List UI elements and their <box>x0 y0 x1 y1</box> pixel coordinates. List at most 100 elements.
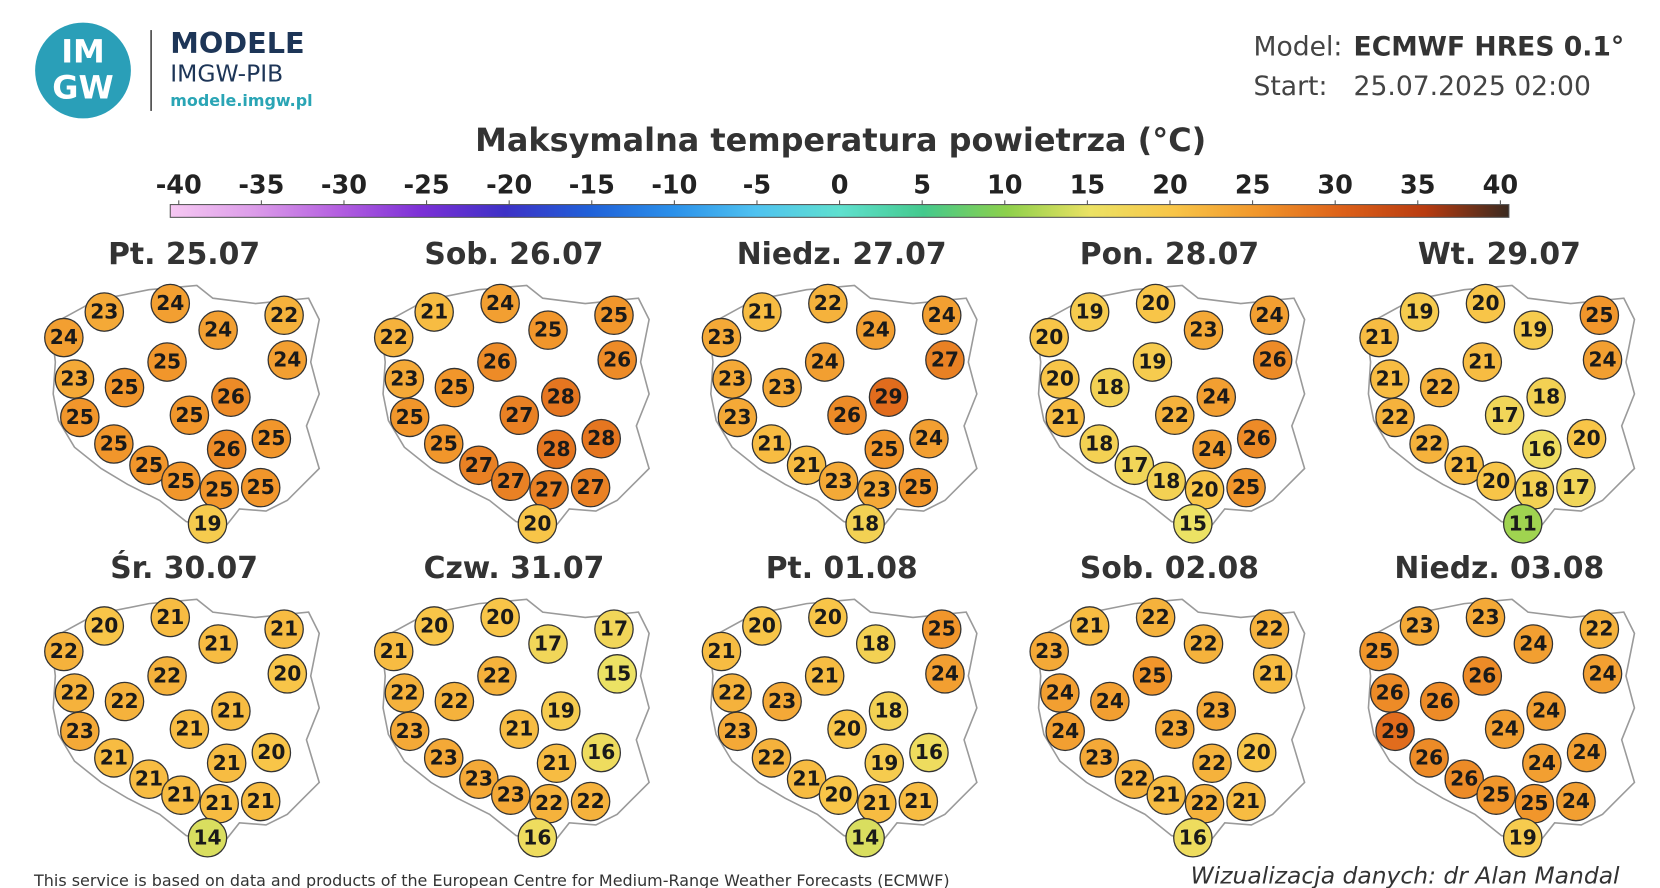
station-value: 24 <box>862 318 890 342</box>
station-marker <box>1069 606 1110 646</box>
station-value: 21 <box>811 664 839 688</box>
station-value: 18 <box>1520 477 1548 501</box>
station-marker <box>1502 817 1543 858</box>
station-marker <box>1090 367 1130 408</box>
station-marker <box>490 775 531 815</box>
station-marker <box>147 656 187 696</box>
station-marker <box>762 367 802 408</box>
station-marker <box>517 504 558 544</box>
station-marker <box>1249 295 1290 336</box>
station-value: 20 <box>833 717 861 741</box>
station-marker <box>898 467 939 508</box>
station-marker <box>1476 775 1516 815</box>
station-value: 20 <box>1243 740 1271 764</box>
station-value: 25 <box>928 617 956 641</box>
station-marker <box>1502 504 1543 544</box>
station-marker <box>1419 681 1460 722</box>
station-marker <box>597 654 637 694</box>
station-value: 22 <box>814 291 842 315</box>
station-marker <box>54 359 95 399</box>
station-marker <box>44 317 84 358</box>
station-marker <box>94 424 134 464</box>
station-marker <box>786 445 827 486</box>
station-marker <box>594 295 634 336</box>
station-value: 23 <box>430 745 458 769</box>
station-marker <box>373 631 414 672</box>
station-value: 21 <box>748 300 776 324</box>
station-marker <box>1522 743 1562 784</box>
station-marker <box>187 504 228 544</box>
station-value: 24 <box>1046 681 1074 705</box>
station-marker <box>480 283 520 324</box>
station-value: 17 <box>1562 475 1590 499</box>
station-marker <box>1409 738 1449 778</box>
station-value: 20 <box>1471 291 1499 315</box>
map-title: Pt. 01.08 <box>766 551 918 586</box>
station-marker <box>581 418 622 459</box>
station-marker <box>459 759 499 799</box>
station-marker <box>855 310 896 350</box>
station-value: 27 <box>505 403 533 427</box>
station-value: 24 <box>156 291 184 315</box>
station-marker <box>161 461 201 502</box>
station-marker <box>1369 359 1410 399</box>
station-value: 15 <box>603 661 631 685</box>
station-marker <box>423 424 464 464</box>
station-value: 25 <box>167 469 195 493</box>
station-value: 18 <box>874 699 902 723</box>
station-value: 23 <box>768 375 796 399</box>
station-marker <box>1132 342 1173 382</box>
station-marker <box>1513 310 1554 350</box>
station-value: 26 <box>1450 767 1478 791</box>
station-value: 22 <box>1161 403 1189 427</box>
station-marker <box>925 654 965 694</box>
station-marker <box>540 691 581 731</box>
station-marker <box>264 609 304 649</box>
station-marker <box>1444 759 1484 799</box>
station-value: 21 <box>1468 350 1496 374</box>
map-title: Pon. 28.07 <box>1080 237 1259 272</box>
station-value: 25 <box>396 405 424 429</box>
station-value: 19 <box>870 751 898 775</box>
station-marker <box>540 377 581 417</box>
station-marker <box>1040 359 1080 399</box>
station-marker <box>1399 606 1440 646</box>
station-value: 23 <box>723 405 751 429</box>
station-marker <box>373 317 414 358</box>
station-value: 25 <box>66 405 94 429</box>
station-value: 29 <box>874 385 902 409</box>
station-marker <box>267 654 308 694</box>
station-value: 26 <box>1415 745 1443 769</box>
station-value: 26 <box>1259 347 1287 371</box>
station-marker <box>868 377 909 417</box>
station-marker <box>925 340 965 380</box>
station-marker <box>517 817 558 858</box>
station-marker <box>1444 445 1484 486</box>
station-value: 26 <box>213 437 241 461</box>
station-marker <box>1476 461 1516 502</box>
station-value: 22 <box>50 639 78 663</box>
station-value: 22 <box>1198 751 1226 775</box>
station-marker <box>536 743 577 784</box>
station-marker <box>1226 467 1266 508</box>
colorbar-tick-label: -40 <box>156 170 202 200</box>
station-marker <box>536 429 577 470</box>
station-value: 22 <box>380 325 408 349</box>
station-value: 24 <box>1532 699 1560 723</box>
station-marker <box>1484 709 1525 749</box>
station-value: 24 <box>1528 751 1556 775</box>
station-value: 21 <box>1450 453 1478 477</box>
station-value: 22 <box>757 745 785 769</box>
station-value: 18 <box>1096 375 1124 399</box>
station-value: 24 <box>915 426 943 450</box>
station-value: 20 <box>1191 477 1219 501</box>
colorbar-tick-label: 15 <box>1070 170 1106 200</box>
credit: This service is based on data and produc… <box>33 871 950 888</box>
station-marker <box>499 709 540 749</box>
station-value: 24 <box>1588 347 1616 371</box>
station-marker <box>1029 317 1069 358</box>
station-value: 26 <box>483 350 511 374</box>
station-value: 16 <box>523 825 551 849</box>
url[interactable]: modele.imgw.pl <box>170 91 312 110</box>
title: Maksymalna temperatura powietrza (°C) <box>475 121 1206 159</box>
